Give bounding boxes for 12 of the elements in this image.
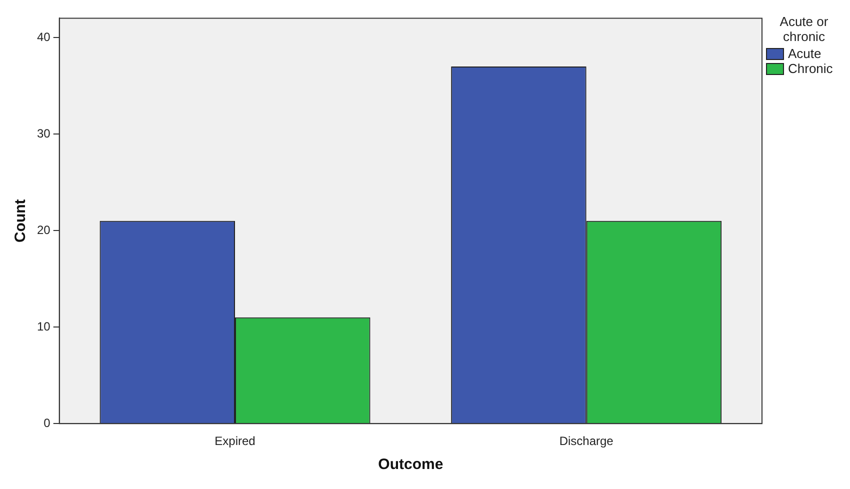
legend-label: Chronic — [788, 61, 833, 76]
y-tick-label: 10 — [36, 319, 51, 334]
legend-label: Acute — [788, 46, 822, 61]
y-tick-label: 0 — [44, 416, 51, 430]
x-tick-label: Expired — [214, 434, 256, 448]
y-axis-title: Count — [12, 199, 30, 243]
x-tick-label: Discharge — [559, 434, 614, 448]
y-tick-label: 40 — [36, 30, 51, 44]
y-tick-label: 20 — [36, 222, 51, 237]
legend-title: Acute or chronic — [778, 14, 830, 44]
x-axis-title: Outcome — [378, 456, 444, 474]
y-tick-label: 30 — [36, 126, 51, 140]
